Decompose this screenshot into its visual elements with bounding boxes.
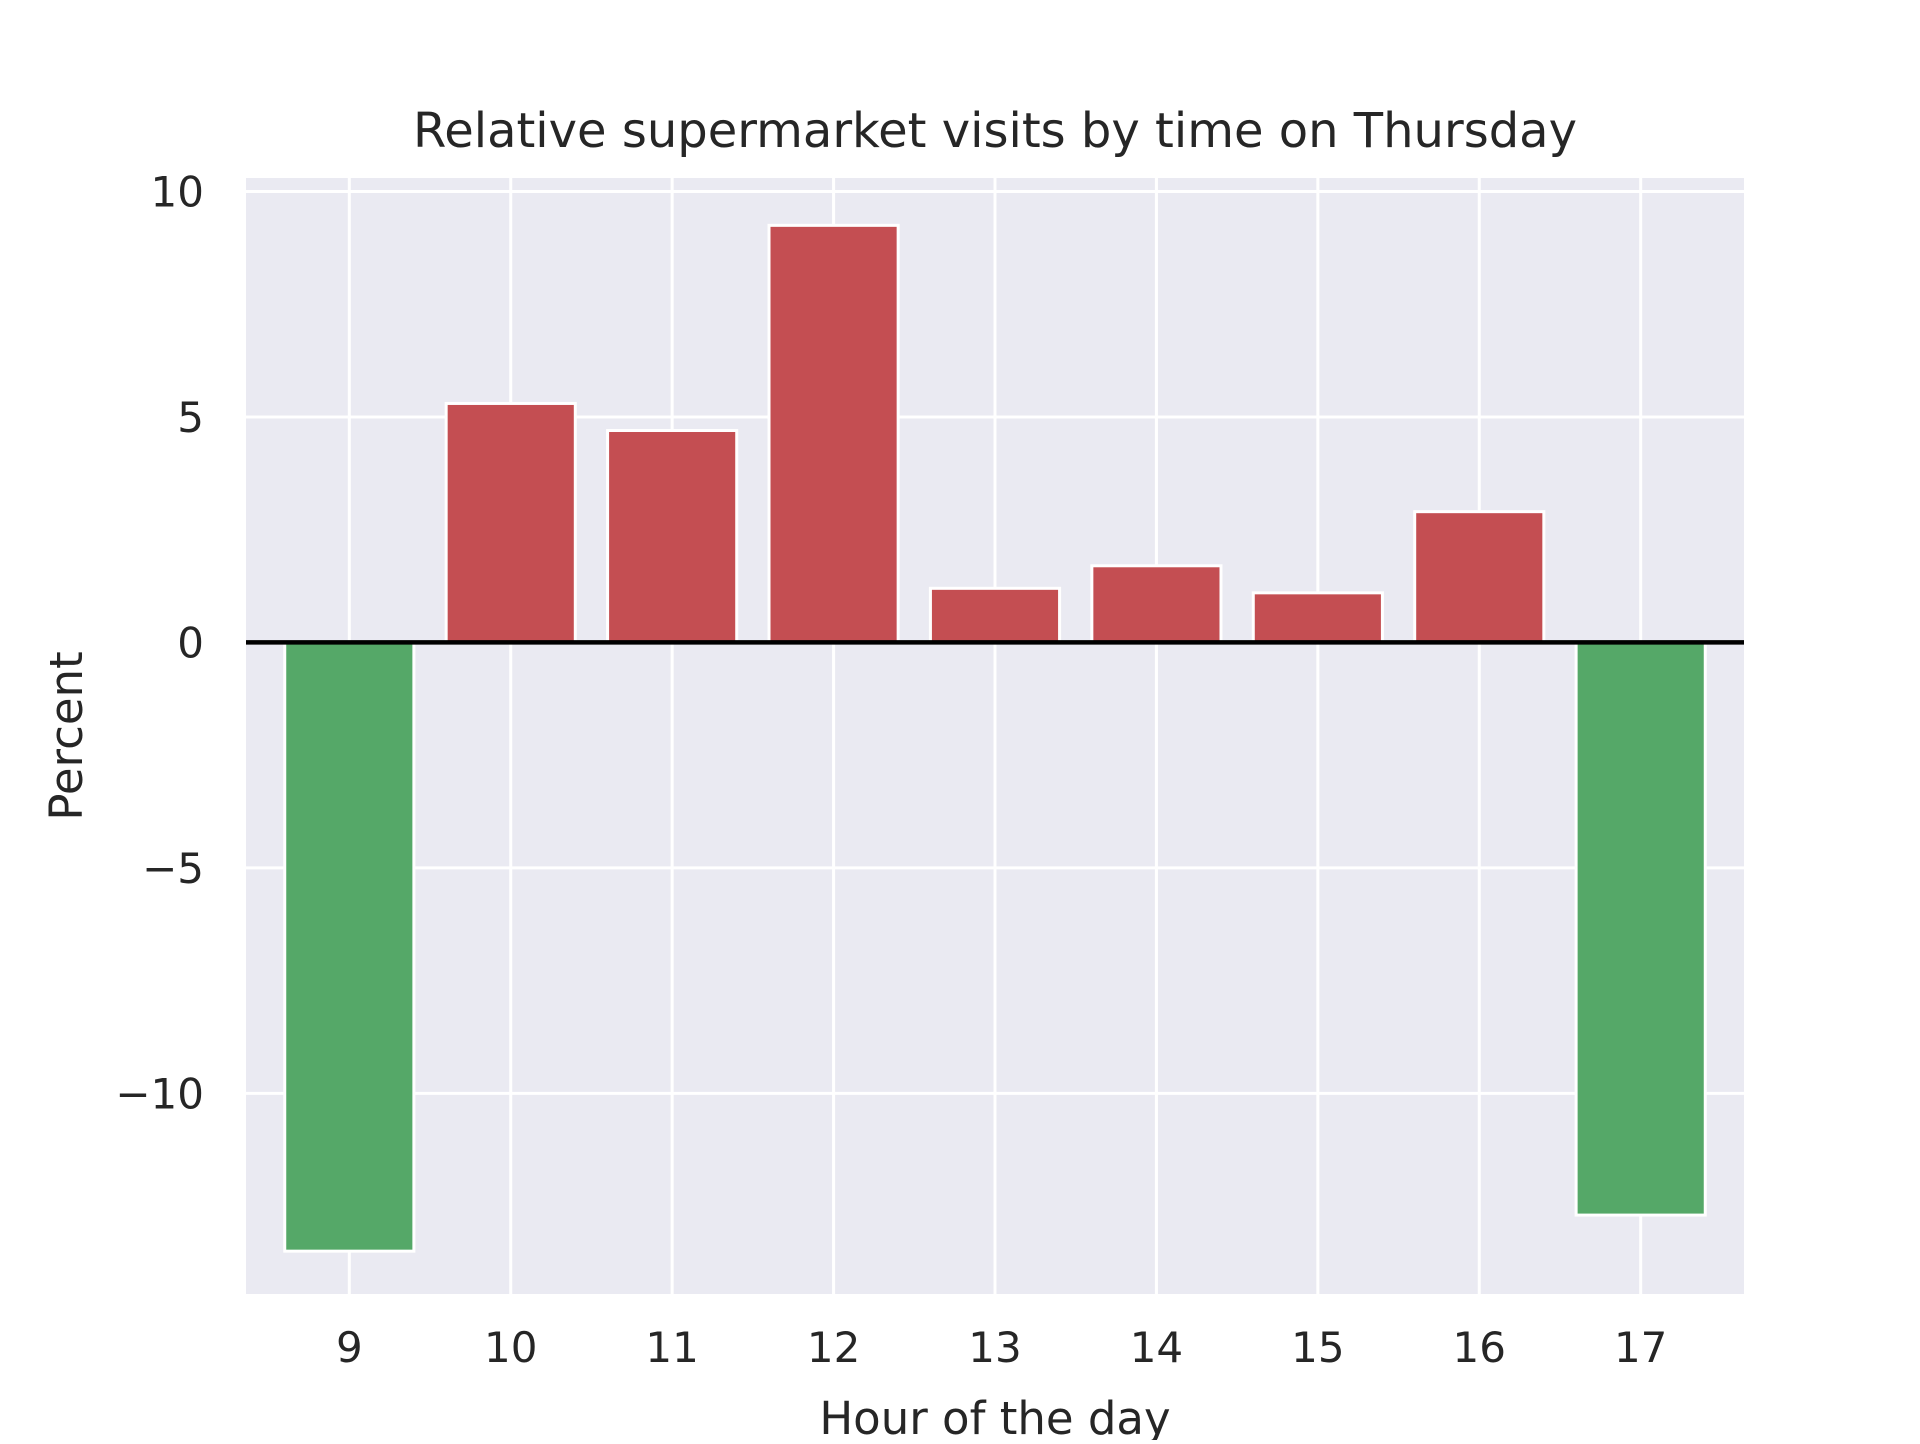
y-tick-label: −5 <box>142 844 204 893</box>
bar-16 <box>1413 510 1546 644</box>
x-tick-label: 11 <box>645 1323 698 1372</box>
y-tick-label: 0 <box>177 618 204 667</box>
x-tick-label: 15 <box>1291 1323 1344 1372</box>
y-axis-title: Percent <box>40 651 93 820</box>
bar-14 <box>1090 564 1223 644</box>
x-tick-label: 13 <box>968 1323 1021 1372</box>
bar-13 <box>928 586 1062 644</box>
bars <box>283 223 1707 1253</box>
x-tick-label: 9 <box>336 1323 363 1372</box>
bar-17 <box>1574 640 1707 1217</box>
bar-15 <box>1251 591 1384 644</box>
x-axis-title: Hour of the day <box>819 1392 1170 1440</box>
x-tick-label: 10 <box>484 1323 537 1372</box>
x-tick-label: 16 <box>1453 1323 1506 1372</box>
x-tick-label: 14 <box>1130 1323 1183 1372</box>
chart-title: Relative supermarket visits by time on T… <box>413 103 1577 159</box>
bar-12 <box>767 223 900 644</box>
y-tick-label: 5 <box>177 393 204 442</box>
bar-10 <box>444 401 577 644</box>
y-tick-label: 10 <box>151 168 204 217</box>
x-tick-label: 12 <box>807 1323 860 1372</box>
bar-9 <box>283 640 416 1253</box>
y-tick-label: −10 <box>115 1069 204 1118</box>
bar-11 <box>606 429 739 644</box>
x-tick-label: 17 <box>1614 1323 1667 1372</box>
tick-labels: 10 5 0 −5 −10 9 10 11 12 13 14 15 16 17 <box>115 168 1667 1372</box>
